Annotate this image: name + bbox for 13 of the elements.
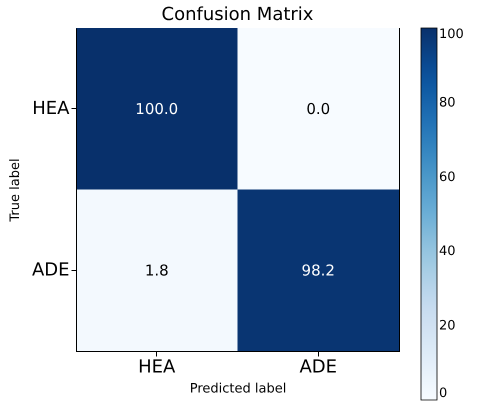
color-bar-label: 80 [439,95,456,110]
chart-title: Confusion Matrix [162,4,314,25]
data-label: 1.8 [144,261,169,280]
data-label: 100.0 [135,100,178,118]
y-axis-title: True label [8,158,23,223]
color-bar-label: 100 [439,27,464,42]
data-label: 98.2 [302,261,335,280]
color-bar-label: 20 [439,318,456,334]
color-bar-label: 60 [439,170,456,185]
data-label: 0.0 [306,100,330,118]
color-bar-label: 40 [439,244,456,260]
x-axis-title: Predicted label [190,382,286,396]
color-bar-label: 0 [439,386,448,401]
